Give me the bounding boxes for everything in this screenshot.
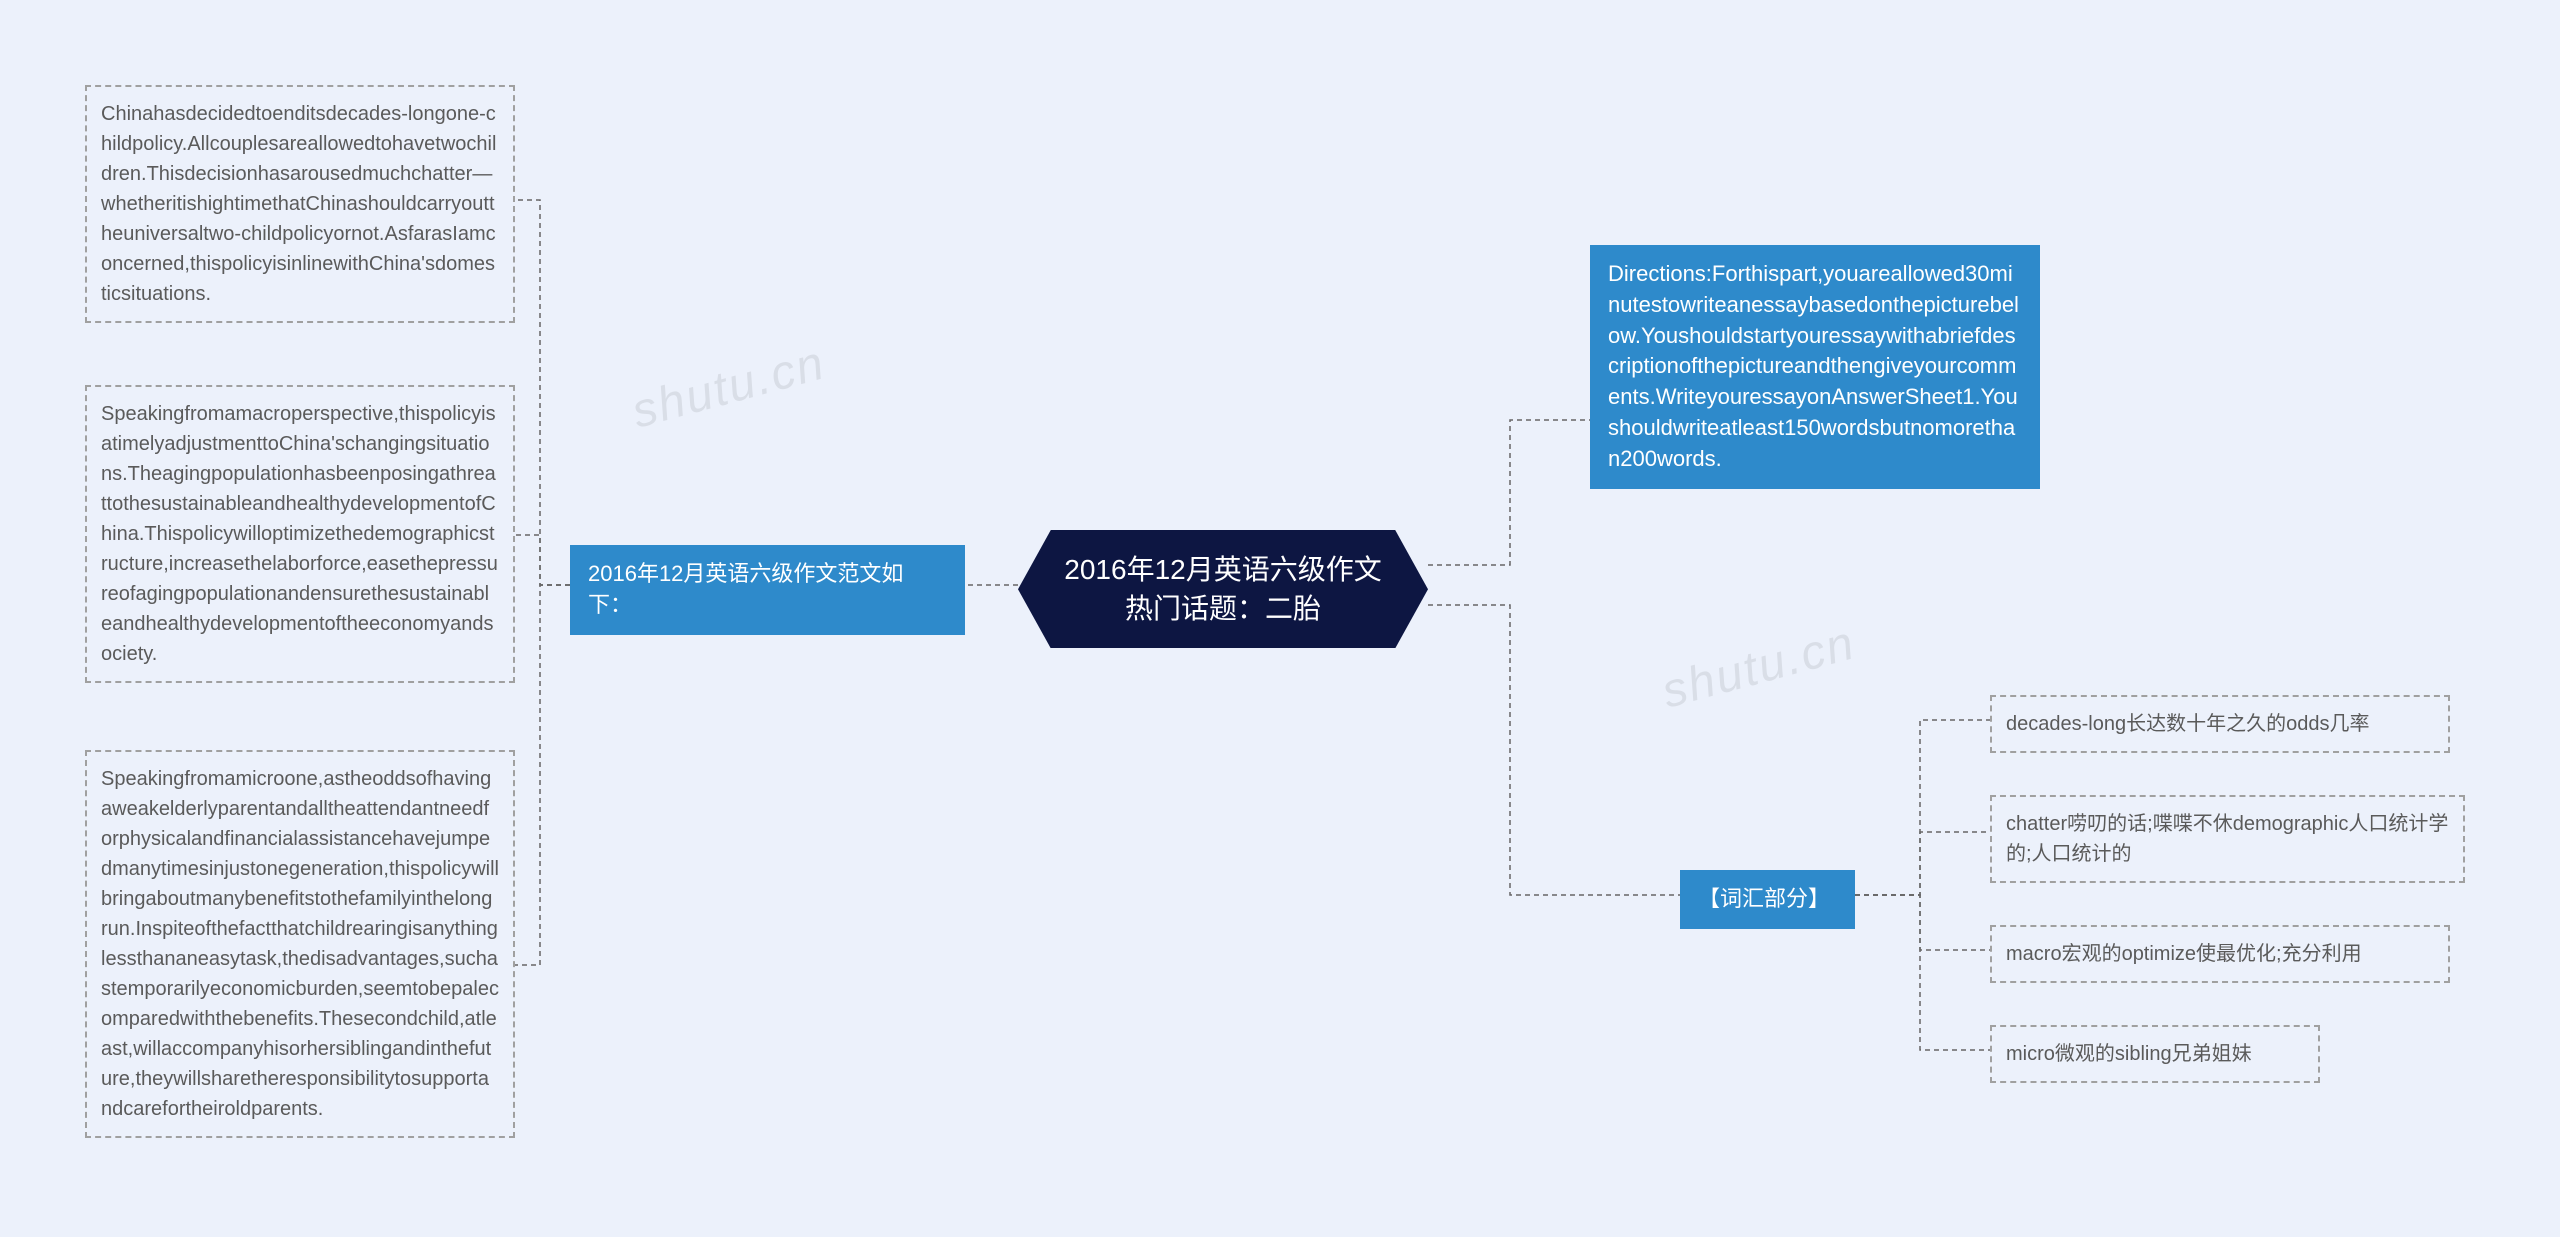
root-title-line1: 2016年12月英语六级作文 <box>1046 550 1400 589</box>
branch-sample-text: 2016年12月英语六级作文范文如下： <box>588 561 903 617</box>
branch-directions[interactable]: Directions:Forthispart,youareallowed30mi… <box>1590 245 2040 489</box>
leaf-sample2: Speakingfromamacroperspective,thispolicy… <box>85 385 515 683</box>
branch-vocab[interactable]: 【词汇部分】 <box>1680 870 1855 929</box>
root-node[interactable]: 2016年12月英语六级作文 热门话题：二胎 <box>1018 530 1428 648</box>
watermark-1: shutu.cn <box>626 335 831 439</box>
branch-directions-text: Directions:Forthispart,youareallowed30mi… <box>1608 261 2019 471</box>
watermark-2: shutu.cn <box>1656 615 1861 719</box>
branch-sample[interactable]: 2016年12月英语六级作文范文如下： <box>570 545 965 635</box>
branch-vocab-text: 【词汇部分】 <box>1698 886 1830 911</box>
leaf-sample1: Chinahasdecidedtoenditsdecades-longone-c… <box>85 85 515 323</box>
root-title-line2: 热门话题：二胎 <box>1046 589 1400 628</box>
leaf-vocab2: chatter唠叨的话;喋喋不休demographic人口统计学的;人口统计的 <box>1990 795 2465 883</box>
leaf-vocab3: macro宏观的optimize使最优化;充分利用 <box>1990 925 2450 983</box>
leaf-vocab1: decades-long长达数十年之久的odds几率 <box>1990 695 2450 753</box>
leaf-vocab4: micro微观的sibling兄弟姐妹 <box>1990 1025 2320 1083</box>
leaf-sample3: Speakingfromamicroone,astheoddsofhavinga… <box>85 750 515 1138</box>
